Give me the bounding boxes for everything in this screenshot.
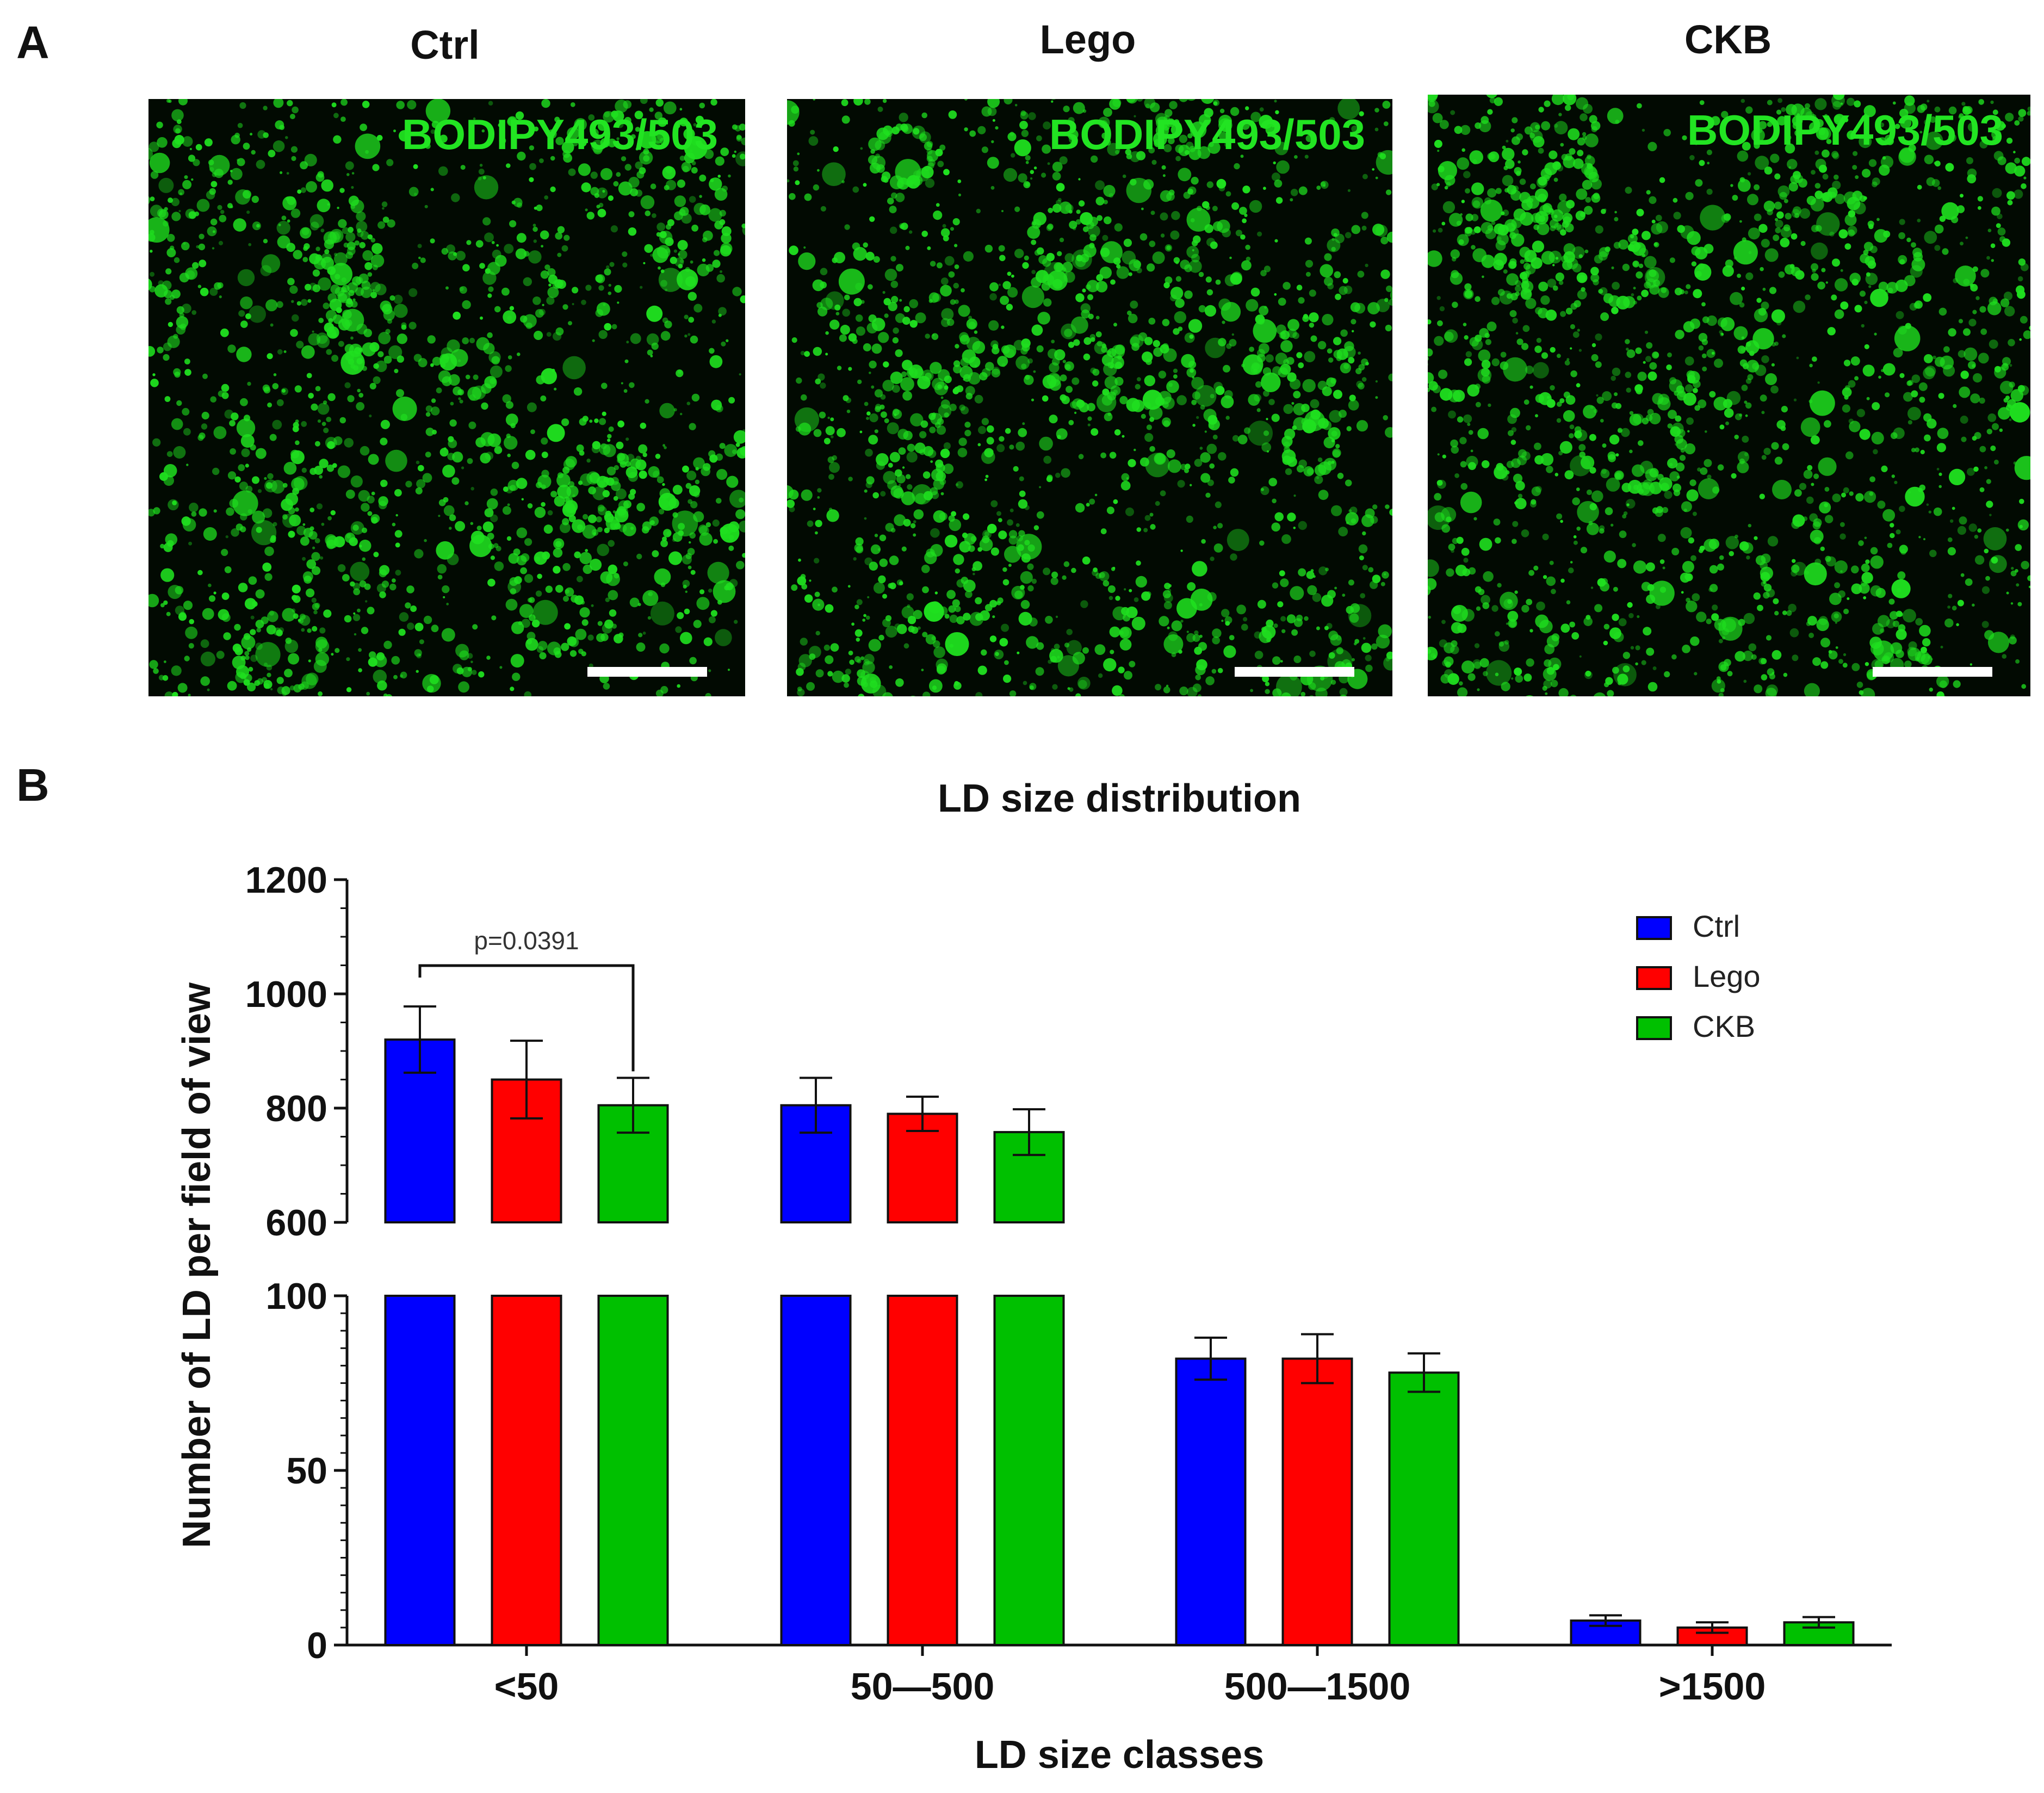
bar-ckb-lower <box>597 1295 669 1646</box>
bar-ctrl <box>1175 1357 1247 1647</box>
y-tick-label: 0 <box>307 1625 327 1666</box>
y-tick-label: 1000 <box>245 974 327 1015</box>
scale-bar-lego <box>1235 667 1354 677</box>
legend-swatch-lego <box>1636 966 1672 990</box>
legend-label-ctrl: Ctrl <box>1693 909 1740 943</box>
legend-swatch-ctrl <box>1636 916 1672 940</box>
y-tick-label: 800 <box>266 1088 327 1129</box>
bar-lego-lower <box>491 1295 562 1646</box>
stain-label-ctrl: BODIPY493/503 <box>401 110 718 158</box>
legend-label-lego: Lego <box>1693 959 1761 993</box>
micrograph-ckb: BODIPY493/503 <box>1428 95 2030 696</box>
bar-lego <box>1281 1357 1353 1647</box>
x-axis-label: LD size classes <box>975 1733 1264 1777</box>
scale-bar-ctrl <box>587 667 707 677</box>
y-axis-label: Number of LD per field of view <box>175 982 219 1548</box>
x-tick-label: 50—500 <box>851 1665 995 1708</box>
panel-b-letter: B <box>16 759 49 811</box>
lipid-droplets-ckb <box>1428 95 2030 696</box>
scale-bar-ckb <box>1873 667 1992 677</box>
bar-lego-lower <box>887 1295 958 1646</box>
x-tick-label: <50 <box>494 1665 559 1708</box>
lipid-droplets-lego <box>787 99 1392 696</box>
image-title-ctrl: Ctrl <box>410 22 480 67</box>
panel-a-letter: A <box>16 17 49 68</box>
image-title-ckb: CKB <box>1684 17 1772 62</box>
p-value-label: p=0.0391 <box>474 926 579 955</box>
lipid-droplets-ctrl <box>148 99 745 696</box>
bar-ckb <box>1388 1371 1460 1646</box>
x-tick-label: >1500 <box>1659 1665 1766 1708</box>
bar-ctrl-lower <box>384 1295 456 1646</box>
micrograph-ctrl: BODIPY493/503 <box>148 99 745 696</box>
y-tick-label: 1200 <box>245 860 327 901</box>
micrograph-lego: BODIPY493/503 <box>787 99 1392 696</box>
significance-bracket <box>418 964 635 1072</box>
y-tick-label: 100 <box>266 1276 327 1317</box>
bar-ckb-lower <box>993 1295 1065 1646</box>
chart-title: LD size distribution <box>938 777 1301 820</box>
legend-swatch-ckb <box>1636 1016 1672 1040</box>
stain-label-lego: BODIPY493/503 <box>1049 110 1365 158</box>
stain-label-ckb: BODIPY493/503 <box>1687 106 2003 154</box>
x-tick-label: 500—1500 <box>1224 1665 1411 1708</box>
bar-ctrl-lower <box>780 1295 852 1646</box>
y-tick-label: 600 <box>266 1202 327 1244</box>
y-tick-label: 50 <box>286 1450 327 1492</box>
legend-label-ckb: CKB <box>1693 1009 1755 1043</box>
image-title-lego: Lego <box>1039 17 1136 62</box>
